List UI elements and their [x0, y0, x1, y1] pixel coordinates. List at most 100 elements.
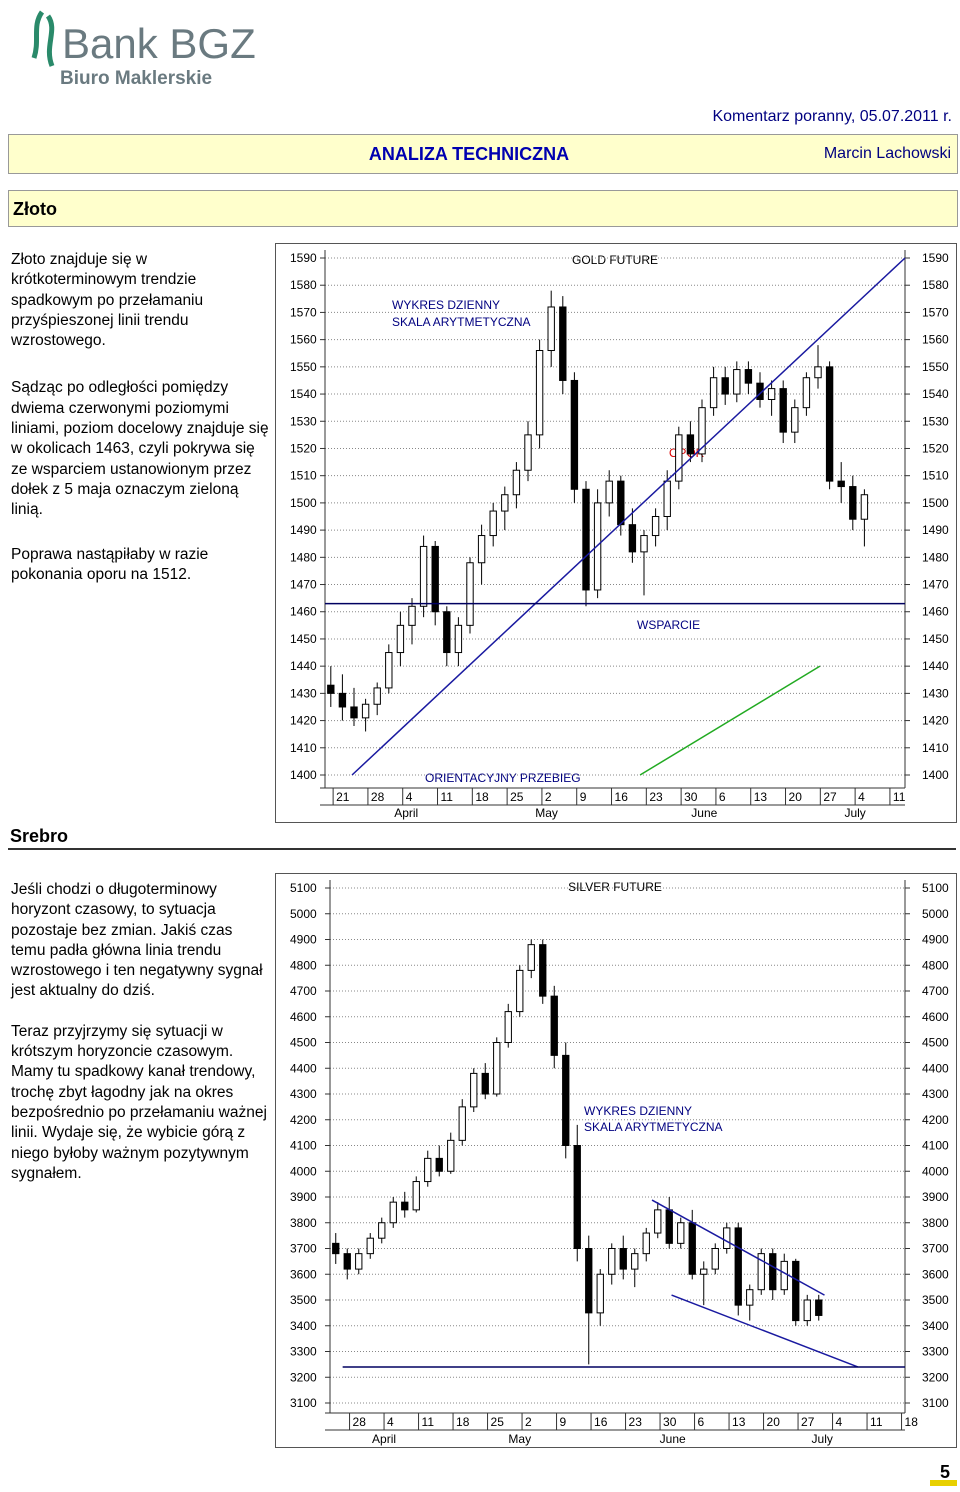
annotation: WYKRES DZIENNY	[584, 1104, 692, 1118]
y-tick-label: 4900	[922, 933, 949, 947]
candle-body	[802, 377, 811, 409]
y-tick-label: 4600	[290, 1010, 317, 1024]
silver-heading: Srebro	[10, 826, 69, 846]
x-tick-label: 9	[580, 790, 587, 804]
x-tick-label: 9	[560, 1415, 567, 1429]
y-tick-label: 1430	[290, 686, 317, 700]
y-tick-label: 1470	[922, 578, 949, 592]
y-tick-label: 1400	[922, 768, 949, 782]
candle-body	[803, 1299, 811, 1322]
candle-body	[593, 502, 602, 591]
y-tick-label: 1530	[290, 414, 317, 428]
month-label: May	[535, 806, 558, 820]
y-tick-label: 3900	[922, 1190, 949, 1204]
silver-text: Jeśli chodzi o długoterminowy horyzont c…	[11, 880, 269, 1204]
month-label: April	[394, 806, 418, 820]
y-tick-label: 3800	[922, 1216, 949, 1230]
x-tick-label: 16	[615, 790, 629, 804]
candle-body	[769, 1253, 777, 1291]
x-tick-label: 28	[353, 1415, 367, 1429]
x-tick-label: 18	[475, 790, 489, 804]
candle-body	[454, 624, 463, 654]
candle-body	[338, 692, 347, 708]
gold-text: Złoto znajduje się w krótkoterminowym tr…	[11, 250, 269, 605]
candle-body	[814, 366, 822, 379]
candle-body	[559, 306, 567, 381]
candle-body	[389, 1201, 397, 1224]
candle-body	[550, 995, 558, 1056]
y-tick-label: 3700	[290, 1242, 317, 1256]
y-tick-label: 3700	[922, 1242, 949, 1256]
candle-body	[860, 494, 869, 520]
candle-body	[361, 703, 370, 719]
candle-body	[608, 1248, 616, 1275]
candle-body	[466, 562, 474, 626]
candle-body	[493, 1042, 501, 1095]
trend-line	[651, 1199, 825, 1296]
gold-chart: GOLD FUTURE WYKRES DZIENNY SKALA ARYTMET…	[275, 243, 957, 823]
candle-body	[527, 944, 535, 971]
candle-body	[780, 1260, 788, 1291]
y-tick-label: 1420	[290, 714, 317, 728]
x-tick-label: 30	[684, 790, 698, 804]
candle-body	[686, 434, 695, 455]
candle-body	[419, 545, 428, 607]
annotation: WYKRES DZIENNY	[392, 298, 500, 312]
chart-title: GOLD FUTURE	[572, 253, 658, 267]
x-tick-label: 27	[823, 790, 837, 804]
y-tick-label: 1530	[922, 414, 949, 428]
page-number: 5	[940, 1462, 951, 1482]
y-tick-label: 4200	[922, 1113, 949, 1127]
y-tick-label: 1570	[290, 305, 317, 319]
y-tick-label: 4900	[290, 933, 317, 947]
candle-body	[711, 1248, 719, 1270]
y-tick-label: 1580	[290, 278, 317, 292]
y-tick-label: 4000	[922, 1164, 949, 1178]
candle-body	[366, 1237, 374, 1255]
y-tick-label: 3600	[922, 1267, 949, 1281]
candle-body	[628, 524, 637, 553]
y-tick-label: 1440	[922, 659, 949, 673]
x-tick-label: 4	[858, 790, 865, 804]
candle-body	[458, 1106, 466, 1141]
y-tick-label: 4400	[290, 1061, 317, 1075]
x-tick-label: 20	[767, 1415, 781, 1429]
candle-body	[640, 535, 648, 553]
candle-body	[619, 1248, 627, 1270]
y-tick-label: 4100	[922, 1139, 949, 1153]
candle-body	[665, 1209, 673, 1244]
candle-body	[539, 944, 547, 997]
candle-body	[547, 306, 555, 352]
logo: Bank BGZ Biuro Maklerskie	[14, 6, 264, 91]
candle-body	[327, 684, 335, 694]
annotation: WSPARCIE	[637, 618, 700, 632]
y-tick-label: 5000	[922, 907, 949, 921]
y-tick-label: 3900	[290, 1190, 317, 1204]
y-tick-label: 3600	[290, 1267, 317, 1281]
candle-body	[779, 388, 787, 433]
candle-body	[642, 1232, 650, 1255]
candle-body	[470, 1072, 478, 1108]
candle-body	[343, 1253, 351, 1270]
candle-body	[605, 480, 613, 504]
y-tick-label: 3200	[922, 1370, 949, 1384]
comment: Komentarz poranny, 05.07.2011 r.	[712, 108, 952, 125]
y-tick-label: 5100	[290, 881, 317, 895]
x-tick-label: 4	[406, 790, 413, 804]
candle-body	[815, 1299, 823, 1316]
candle-body	[746, 1289, 754, 1306]
candle-body	[654, 1209, 662, 1234]
month-label: May	[508, 1432, 531, 1446]
candle-body	[698, 407, 706, 455]
x-tick-label: 2	[525, 1415, 532, 1429]
trend-line	[351, 257, 906, 776]
candle-body	[516, 969, 524, 1013]
paragraph: Teraz przyjrzymy się sytuacji w krótszym…	[11, 1022, 267, 1182]
candle-body	[721, 377, 729, 395]
y-tick-label: 3800	[290, 1216, 317, 1230]
logo-icon	[31, 10, 55, 67]
candle-body	[524, 434, 532, 471]
y-tick-label: 3400	[290, 1319, 317, 1333]
month-label: June	[660, 1432, 686, 1446]
y-tick-label: 1510	[922, 469, 949, 483]
